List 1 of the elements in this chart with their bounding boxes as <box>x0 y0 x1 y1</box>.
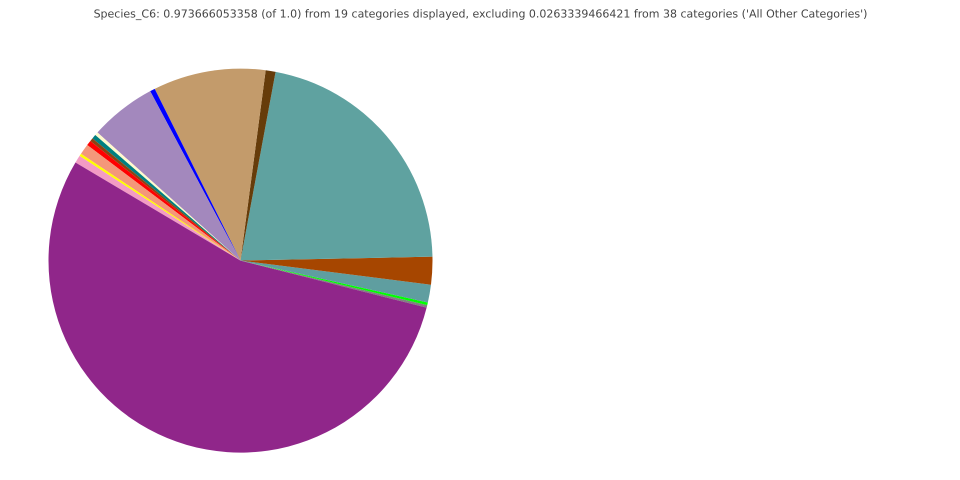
text: Species_C6: 0.973666053358 (of 1.0) from 19 categories displayed, excluding 0.0263339466421 from 38 categories ('All Other Categories') <box>94 8 868 20</box>
